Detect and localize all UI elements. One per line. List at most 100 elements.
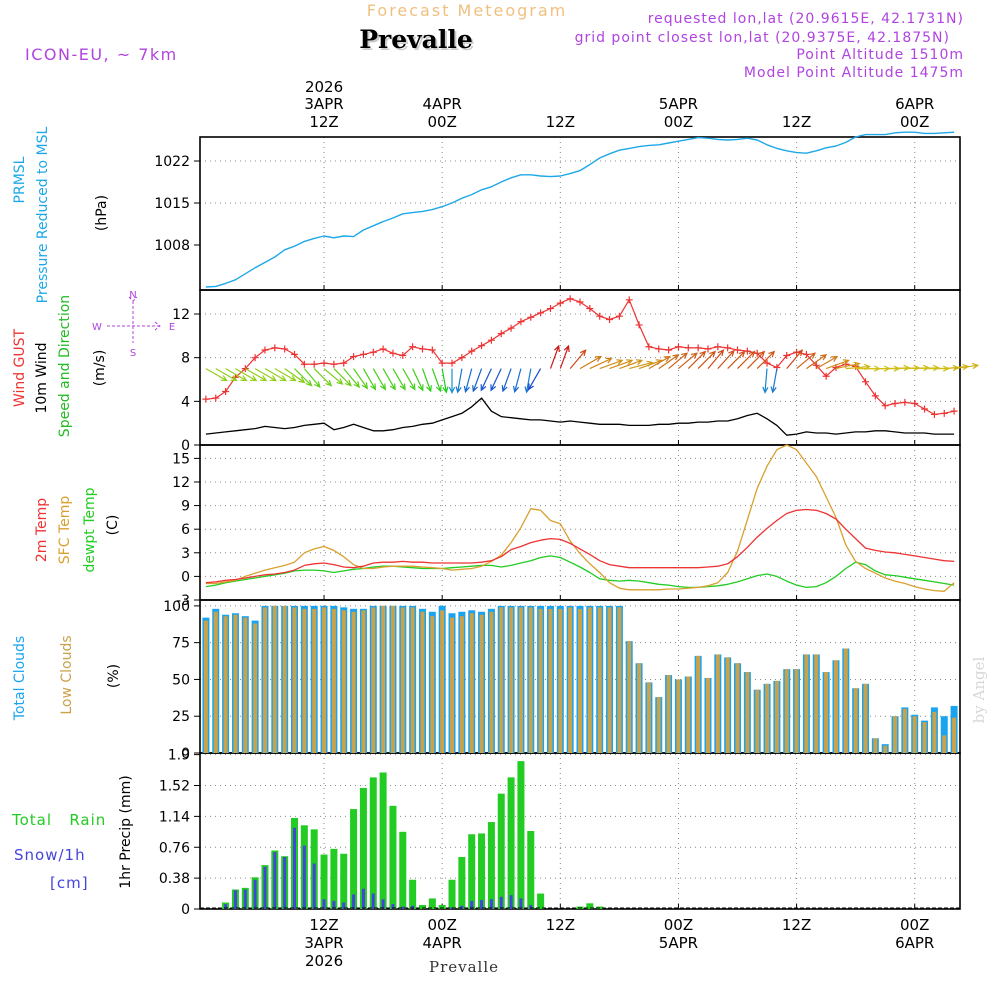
top-time-label: 3APR [304, 95, 343, 113]
snow-bar [460, 905, 464, 909]
wind-direction-arrow [303, 368, 321, 389]
low-cloud-bar [893, 716, 898, 753]
y-tick-label: 50 [172, 672, 190, 688]
low-cloud-bar [794, 669, 799, 753]
low-cloud-bar [607, 607, 612, 753]
panel-frames: 10081015102204812-303691215025507510000.… [154, 136, 961, 918]
top-time-label: 5APR [659, 95, 698, 113]
gridpoint-location: grid point closest lon,lat (20.9375E, 42… [575, 30, 950, 46]
low-cloud-bar [499, 607, 504, 753]
wind-direction-arrow [353, 368, 369, 390]
gust-marker [596, 312, 604, 320]
pressure-line [205, 131, 955, 288]
y-tick-label: 0.38 [159, 871, 190, 887]
low-cloud-bar [430, 616, 435, 753]
gust-marker [379, 345, 387, 353]
wind-direction-arrow [835, 361, 861, 370]
low-cloud-bar [853, 688, 858, 753]
gust-marker [763, 359, 771, 367]
wind-direction-arrow [816, 355, 839, 370]
snow-bar [489, 899, 493, 909]
compass-e: E [169, 322, 175, 333]
pressure-unit: (hPa) [94, 195, 110, 231]
y-tick-label: 12 [172, 475, 190, 491]
gust-marker [261, 346, 269, 354]
gust-marker [635, 321, 643, 329]
rain-bar [468, 834, 476, 909]
gust-marker [409, 343, 417, 351]
low-cloud-bar [646, 682, 651, 753]
wind-direction-arrow [579, 355, 602, 370]
low-cloud-bar [617, 607, 622, 753]
gust-marker [881, 402, 889, 410]
low-cloud-bar [725, 657, 730, 753]
wind-direction-arrow [264, 368, 287, 382]
precip-legend-rain: Total Rain [11, 811, 106, 829]
wind-direction-arrow [762, 368, 769, 394]
rain-bar [537, 893, 545, 909]
gust-marker [271, 344, 279, 352]
wind-direction-arrow [274, 368, 297, 382]
low-cloud-bar [322, 607, 327, 753]
y-tick-label: 0 [181, 902, 190, 918]
wind-direction-arrow [205, 368, 228, 382]
bottom-time-label: 00Z [900, 916, 929, 934]
wind-direction-arrow [569, 349, 587, 369]
low-cloud-bar [410, 607, 415, 753]
rain-bar [399, 831, 407, 909]
gust-marker [340, 359, 348, 367]
rain-bar [340, 853, 348, 909]
low-cloud-bar [784, 669, 789, 753]
gust-marker [645, 343, 653, 351]
snow-bar [233, 890, 237, 909]
bottom-time-label: 4APR [423, 934, 462, 952]
point-altitude: Point Altitude 1510m [796, 47, 964, 63]
temperature-layer [205, 444, 955, 592]
compass-w: W [92, 322, 102, 333]
snow-bar [312, 863, 316, 909]
gust-marker [665, 346, 673, 354]
gust-marker [212, 394, 220, 402]
wind-direction-arrow [441, 368, 449, 394]
low-cloud-bar [538, 608, 543, 753]
gust-marker [901, 398, 909, 406]
snow-bar [253, 879, 257, 909]
snow-bar [352, 894, 356, 909]
low-cloud-bar [361, 610, 366, 753]
wind-direction-arrow [914, 364, 941, 372]
wind-direction-arrow [333, 368, 352, 387]
snow-bar [283, 857, 287, 909]
wind-direction-arrow [284, 368, 306, 384]
wind-direction-arrow [421, 368, 432, 393]
wind-direction-arrow [559, 344, 570, 369]
low-cloud-bar [253, 623, 258, 753]
rain-bar [517, 761, 525, 909]
wind-direction-arrow [658, 354, 680, 370]
y-tick-label: 75 [172, 636, 190, 652]
pressure-layer [205, 131, 955, 288]
clouds-unit: (%) [106, 664, 122, 688]
snow-bar [401, 906, 405, 909]
wind-direction-arrow [678, 352, 698, 370]
wind-direction-arrow [609, 359, 634, 370]
clouds-title-2: Low Clouds [59, 635, 75, 714]
gust-marker [704, 345, 712, 353]
gust-marker [222, 388, 230, 396]
wind-direction-arrow [668, 352, 689, 370]
gust-marker [556, 299, 564, 307]
rain-bar [418, 904, 426, 909]
low-cloud-bar [627, 641, 632, 753]
wind-title-2: 10m Wind [34, 342, 50, 413]
precip-layer [200, 761, 960, 909]
wind-direction-arrow [707, 349, 725, 369]
y-tick-label: -3 [176, 593, 190, 609]
temp-title-1: 2m Temp [34, 498, 50, 562]
low-cloud-bar [203, 620, 208, 753]
snow-bar [391, 904, 395, 909]
model-label: ICON-EU, ~ 7km [25, 45, 178, 64]
pressure-title-1: PRMSL [12, 156, 28, 203]
low-cloud-bar [489, 611, 494, 753]
rain-bar [409, 879, 417, 909]
low-cloud-bar [912, 716, 917, 753]
